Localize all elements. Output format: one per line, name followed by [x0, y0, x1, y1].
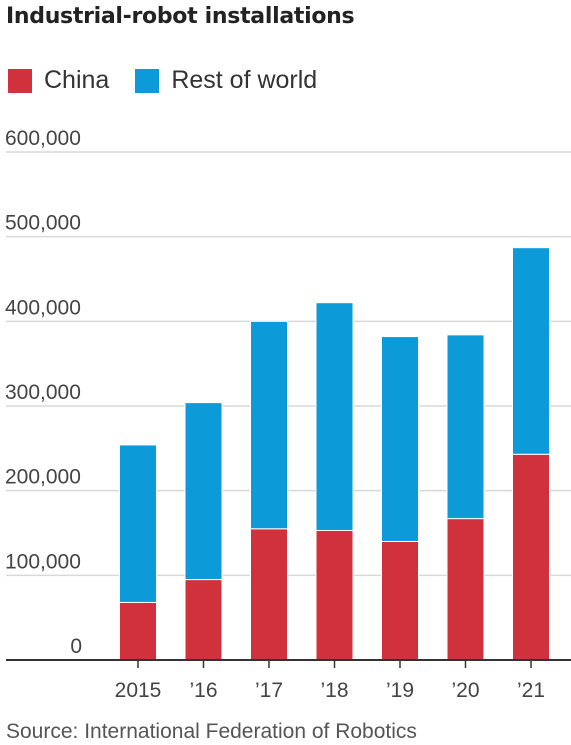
chart-title: Industrial-robot installations	[6, 4, 355, 29]
y-tick-label: 0	[70, 635, 82, 658]
legend-swatch-rest-of-world	[135, 68, 160, 93]
source-note: Source: International Federation of Robo…	[6, 720, 417, 743]
x-tick-label: ’16	[189, 679, 217, 702]
y-tick-label: 200,000	[5, 466, 81, 489]
y-tick-label: 300,000	[5, 381, 81, 404]
x-tick-label: ’21	[517, 679, 545, 702]
legend-label-china: China	[44, 66, 110, 94]
bar-rest-of-world	[250, 320, 288, 530]
x-tick-label: ’20	[451, 679, 479, 702]
legend-label-rest-of-world: Rest of world	[171, 66, 318, 94]
legend: China Rest of world	[8, 66, 343, 95]
y-tick-label: 600,000	[5, 127, 81, 150]
y-tick-label: 400,000	[5, 296, 81, 319]
legend-item-china: China	[8, 66, 109, 95]
legend-swatch-china	[8, 68, 32, 93]
bar-china	[381, 540, 419, 661]
axes: 0 100,000 200,000 300,000 400,000 500,000 600,…	[5, 127, 571, 702]
bar-china	[119, 601, 157, 661]
bar-china	[512, 453, 550, 661]
bar-rest-of-world	[315, 302, 354, 531]
bar-china	[315, 529, 354, 661]
bar-china	[184, 579, 223, 661]
x-tick-label: 2015	[115, 679, 162, 702]
x-tick-label: ’18	[320, 679, 348, 702]
y-tick-label: 100,000	[5, 550, 81, 573]
y-tick-label: 500,000	[5, 212, 81, 235]
bar-rest-of-world	[184, 402, 223, 581]
bar-rest-of-world	[512, 247, 550, 455]
bar-rest-of-world	[381, 336, 419, 542]
bars	[119, 247, 550, 661]
bar-china	[446, 518, 485, 661]
gridlines	[6, 151, 571, 577]
x-tick-label: ’19	[386, 679, 414, 702]
bar-rest-of-world	[119, 444, 157, 603]
bar-china	[250, 528, 288, 661]
x-tick-label: ’17	[255, 679, 283, 702]
legend-item-rest-of-world: Rest of world	[135, 66, 317, 95]
bar-rest-of-world	[446, 334, 485, 520]
